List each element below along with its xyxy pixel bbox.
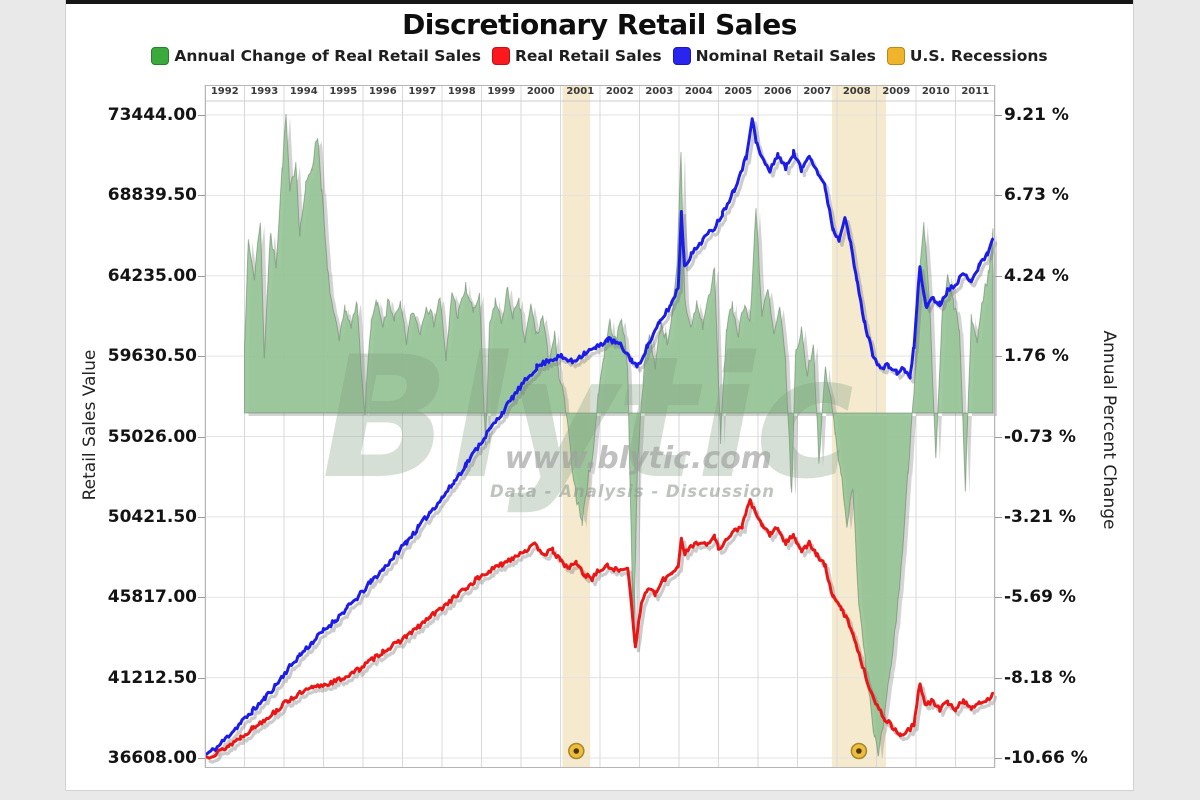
tick-mark: [995, 115, 1002, 116]
right-tick-label: -10.66 %: [1004, 748, 1088, 768]
tick-mark: [995, 677, 1002, 679]
legend-item-nominal-retail-sales[interactable]: Nominal Retail Sales: [672, 47, 876, 65]
year-label: 1992: [210, 86, 239, 97]
tick-mark: [995, 516, 1002, 518]
year-label: 1997: [408, 86, 437, 97]
tick-mark: [198, 516, 205, 518]
recession-marker-icon[interactable]: [568, 742, 585, 760]
left-tick-label: 59630.50: [107, 346, 197, 367]
chart-plot-region: Blytic www.blytic.com Data - Analysis - Di…: [66, 0, 1133, 790]
legend-label: Real Retail Sales: [514, 47, 662, 65]
left-tick-label: 73444.00: [107, 105, 197, 125]
legend-item-annual-change-of-real-retail-sales[interactable]: Annual Change of Real Retail Sales: [151, 47, 481, 65]
tick-mark: [995, 195, 1002, 197]
tick-mark: [198, 597, 205, 599]
tick-mark: [995, 436, 1002, 438]
right-tick-label: 6.73 %: [1004, 185, 1069, 206]
year-label: 2010: [921, 86, 950, 97]
tick-mark: [198, 356, 205, 358]
chart-title: Discretionary Retail Sales: [402, 8, 797, 41]
legend-swatch-icon: [672, 47, 691, 65]
top-border-bar: [66, 0, 1133, 4]
tick-mark: [198, 677, 205, 679]
year-label: 1996: [368, 86, 397, 97]
year-label: 1998: [447, 86, 476, 97]
tick-mark: [995, 597, 1002, 599]
legend-swatch-icon: [151, 47, 170, 65]
left-tick-label: 36608.00: [107, 748, 197, 768]
tick-mark: [198, 758, 205, 759]
legend-item-real-retail-sales[interactable]: Real Retail Sales: [491, 47, 662, 65]
tick-mark: [198, 436, 205, 438]
watermark-tagline: Data - Analysis - Discussion: [490, 482, 775, 501]
year-label: 2011: [961, 86, 990, 97]
year-label: 2008: [842, 86, 871, 97]
year-label: 2001: [566, 86, 595, 97]
legend-label: U.S. Recessions: [909, 47, 1048, 65]
tick-mark: [198, 275, 205, 277]
recession-marker-icon[interactable]: [850, 742, 868, 760]
legend-swatch-icon: [886, 47, 905, 65]
year-label: 2009: [882, 86, 911, 97]
right-tick-label: 1.76 %: [1004, 346, 1069, 367]
left-tick-label: 45817.00: [107, 587, 197, 608]
legend-label: Nominal Retail Sales: [695, 47, 876, 65]
left-tick-label: 50421.50: [107, 506, 197, 527]
right-tick-label: -5.69 %: [1004, 587, 1076, 608]
left-tick-label: 68839.50: [107, 185, 197, 206]
tick-mark: [198, 195, 205, 197]
real-line-series: [205, 498, 995, 760]
left-tick-label: 55026.00: [107, 426, 197, 447]
year-label: 2005: [724, 86, 753, 97]
real-line-series-shadow: [208, 502, 998, 764]
year-label: 1993: [250, 86, 279, 97]
right-tick-label: -0.73 %: [1004, 426, 1076, 447]
year-label: 2004: [684, 86, 713, 97]
watermark-url: www.blytic.com: [505, 441, 772, 476]
year-label: 2006: [763, 86, 792, 97]
year-label: 1995: [329, 86, 358, 97]
annual-change-area-series: [244, 113, 994, 757]
right-tick-label: -8.18 %: [1004, 667, 1076, 688]
legend-item-u-s-recessions[interactable]: U.S. Recessions: [886, 47, 1048, 65]
nominal-line-series: [204, 117, 995, 756]
tick-mark: [995, 758, 1002, 759]
right-tick-label: -3.21 %: [1004, 506, 1076, 527]
right-tick-label: 9.21 %: [1004, 105, 1069, 125]
left-tick-label: 41212.50: [107, 667, 197, 688]
tick-mark: [198, 115, 205, 116]
year-label: 1999: [487, 86, 516, 97]
tick-mark: [995, 275, 1002, 277]
legend-swatch-icon: [491, 47, 510, 65]
year-label: 1994: [289, 86, 318, 97]
left-tick-label: 64235.00: [107, 265, 197, 286]
x-axis-year-header: 1992 1993 1994 1995 1996 1997 1998 1999 2000 2001…: [205, 84, 995, 100]
chart-widget: Discretionary Retail Sales Annual Change…: [66, 0, 1133, 790]
tick-mark: [995, 356, 1002, 358]
year-label: 2002: [605, 86, 634, 97]
year-label: 2007: [803, 86, 832, 97]
year-label: 2003: [645, 86, 674, 97]
legend-label: Annual Change of Real Retail Sales: [174, 47, 481, 65]
plot-border: [205, 85, 995, 768]
chart-legend: Annual Change of Real Retail Sales Real R…: [66, 47, 1133, 65]
right-tick-label: 4.24 %: [1004, 265, 1069, 286]
year-label: 2000: [526, 86, 555, 97]
